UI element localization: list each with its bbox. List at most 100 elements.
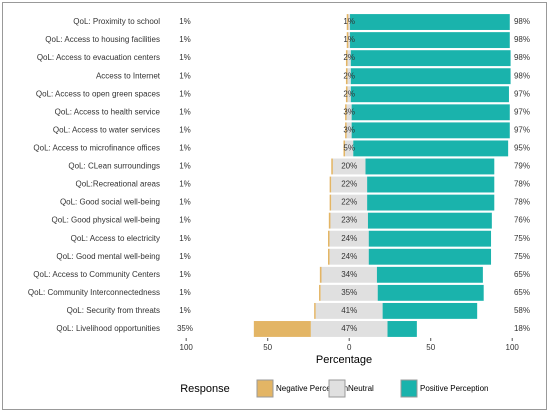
value-label: 22%	[341, 180, 357, 189]
bar-positive	[368, 248, 492, 265]
x-tick-label: 100	[506, 343, 520, 352]
bar-positive	[387, 321, 417, 337]
bar-positive	[382, 302, 478, 319]
value-label: 97%	[514, 107, 530, 116]
bar-positive	[353, 140, 509, 157]
legend-swatch	[400, 379, 418, 398]
bar-negative	[319, 266, 322, 283]
value-label: 98%	[514, 53, 530, 62]
bar-negative	[345, 68, 348, 85]
value-label: 24%	[341, 234, 357, 243]
y-tick-label: QoL: Security from threats	[67, 306, 160, 315]
value-label: 22%	[341, 198, 357, 207]
bar-negative	[331, 158, 333, 175]
value-label: 2%	[343, 89, 355, 98]
bar-neutral	[330, 212, 368, 229]
y-tick-label: Access to Internet	[96, 71, 161, 80]
bar-positive	[351, 122, 510, 139]
legend-swatch	[256, 379, 274, 398]
value-label: 35%	[341, 288, 357, 297]
value-label: 1%	[179, 35, 191, 44]
value-label: 3%	[343, 107, 355, 116]
value-label: 95%	[514, 144, 530, 153]
bar-negative	[345, 122, 347, 139]
bar-neutral	[348, 32, 351, 49]
value-label: 79%	[514, 162, 530, 171]
bar-negative	[329, 176, 332, 193]
y-tick-label: QoL: Access to electricity	[71, 234, 160, 243]
value-label: 2%	[343, 71, 355, 80]
y-tick-label: QoL: Good social well-being	[60, 198, 160, 207]
bar-neutral	[329, 230, 369, 247]
value-label: 1%	[179, 306, 191, 315]
value-label: 98%	[514, 17, 530, 26]
bar-negative	[314, 302, 316, 319]
bar-positive	[351, 104, 510, 121]
y-tick-label: QoL: Access to microfinance offices	[33, 144, 160, 153]
legend-label: Positive Perception	[420, 384, 488, 393]
y-tick-label: QoL: Good physical well-being	[51, 216, 160, 225]
value-label: 1%	[179, 288, 191, 297]
bar-positive	[376, 266, 483, 283]
value-label: 75%	[514, 252, 530, 261]
value-label: 47%	[341, 324, 357, 333]
value-label: 78%	[514, 198, 530, 207]
value-label: 5%	[343, 144, 355, 153]
bar-neutral	[329, 248, 369, 265]
x-tick-label: 50	[426, 343, 435, 352]
value-label: 1%	[179, 216, 191, 225]
value-label: 97%	[514, 89, 530, 98]
y-tick-label: QoL: Community Interconnectedness	[28, 288, 160, 297]
value-label: 1%	[179, 71, 191, 80]
bar-neutral	[315, 302, 383, 319]
value-label: 65%	[514, 270, 530, 279]
bar-neutral	[310, 321, 388, 337]
value-label: 1%	[179, 53, 191, 62]
bar-positive	[377, 284, 484, 301]
bar-neutral	[321, 266, 377, 283]
bar-negative	[346, 14, 349, 30]
value-label: 1%	[179, 234, 191, 243]
bar-positive	[368, 230, 492, 247]
bar-positive	[350, 50, 511, 67]
y-tick-label: QoL: Access to water services	[53, 125, 160, 134]
y-tick-label: QoL: Access to health service	[55, 107, 161, 116]
value-label: 65%	[514, 288, 530, 297]
bar-positive	[350, 32, 510, 49]
bar-negative	[345, 104, 347, 121]
y-tick-label: QoL: Access to Community Centers	[33, 270, 160, 279]
value-label: 1%	[179, 270, 191, 279]
x-tick-label: 50	[263, 343, 272, 352]
value-label: 35%	[177, 324, 193, 333]
x-axis-title: Percentage	[316, 354, 372, 366]
value-label: 1%	[179, 107, 191, 116]
y-tick-label: QoL: Access to evacuation centers	[37, 53, 160, 62]
bar-positive	[350, 68, 511, 85]
bar-negative	[345, 86, 348, 103]
x-tick-label: 0	[347, 343, 352, 352]
legend-label: Negative Perception	[276, 384, 348, 393]
bar-neutral	[331, 194, 368, 211]
y-tick-label: QoL: CLean surroundings	[68, 162, 160, 171]
value-label: 20%	[341, 162, 357, 171]
bar-neutral	[345, 140, 354, 157]
value-label: 2%	[343, 53, 355, 62]
value-label: 1%	[343, 17, 355, 26]
value-label: 1%	[179, 198, 191, 207]
legend-swatch	[328, 379, 346, 398]
bar-neutral	[347, 86, 351, 103]
legend-label: Neutral	[348, 384, 374, 393]
value-label: 1%	[179, 89, 191, 98]
bar-negative	[346, 32, 349, 49]
value-label: 98%	[514, 71, 530, 80]
bar-negative	[343, 140, 346, 157]
value-label: 18%	[514, 324, 530, 333]
bar-negative	[345, 50, 348, 67]
bar-neutral	[346, 104, 352, 121]
bar-negative	[328, 248, 330, 265]
y-tick-label: QoL:Recreational areas	[76, 180, 161, 189]
bar-negative	[253, 321, 311, 337]
value-label: 1%	[179, 144, 191, 153]
value-label: 41%	[341, 306, 357, 315]
